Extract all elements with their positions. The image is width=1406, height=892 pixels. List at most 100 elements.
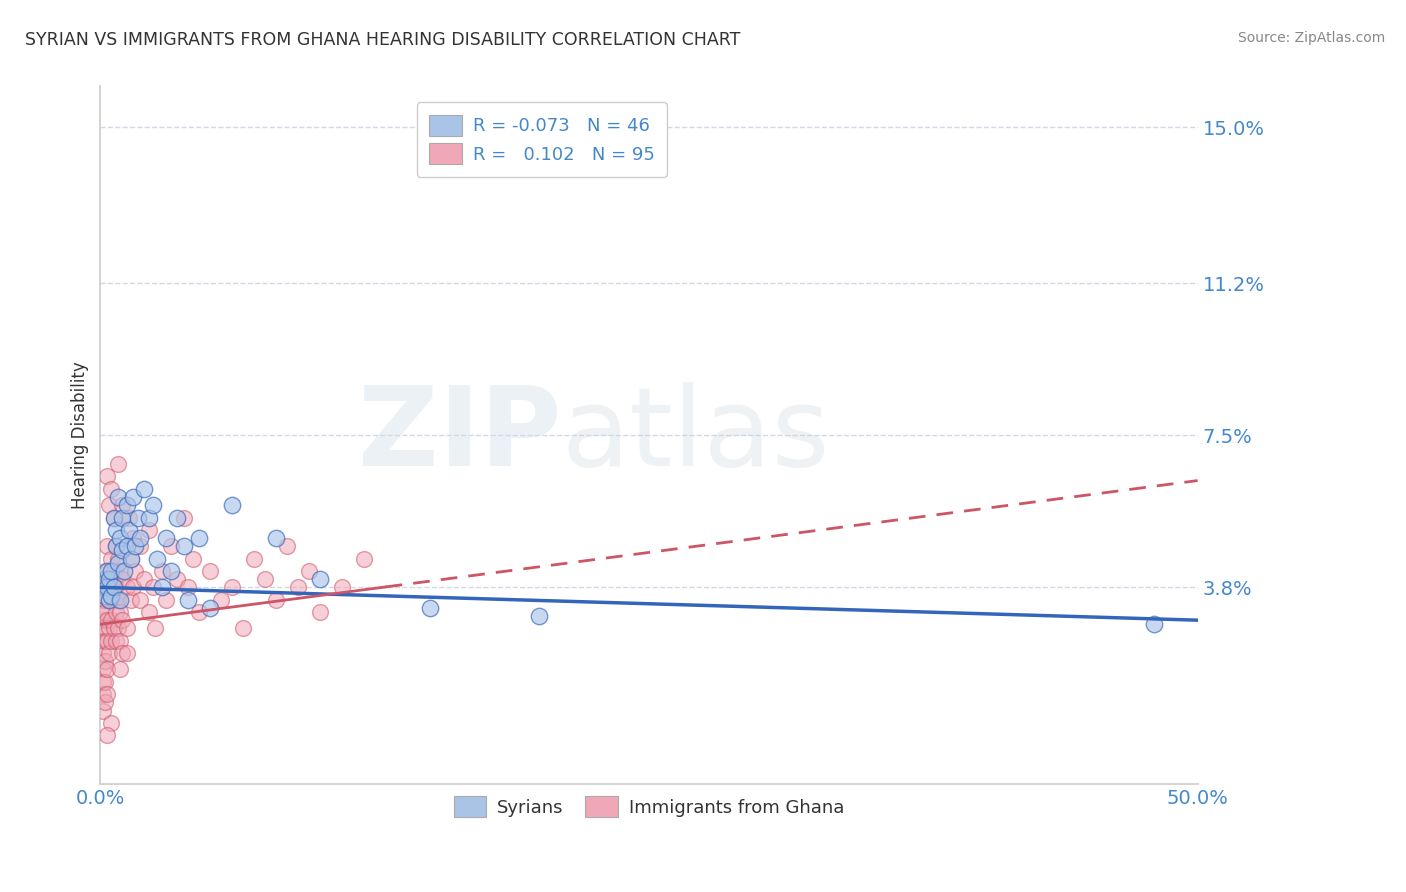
Point [100,551,122,566]
Point [209,592,232,607]
Point [107,490,129,504]
Point [298,564,321,578]
Point [198,564,221,578]
Point [181,551,204,566]
Point [287,580,309,594]
Point [100,589,122,603]
Point [115,539,138,553]
Point [93,695,115,709]
Point [96,633,118,648]
Point [138,605,160,619]
Point [128,592,150,607]
Point [103,580,125,594]
Point [308,605,330,619]
Point [221,498,243,512]
Point [118,510,141,524]
Point [100,580,122,594]
Point [134,572,156,586]
Point [221,580,243,594]
Point [264,592,287,607]
Point [104,539,127,553]
Point [98,646,121,660]
Point [115,498,138,512]
Point [159,539,181,553]
Point [100,633,122,648]
Point [418,600,440,615]
Point [155,531,177,545]
Point [118,523,141,537]
Point [122,580,145,594]
Point [103,510,125,524]
Point [93,654,115,668]
Point [166,572,188,586]
Point [111,498,134,512]
Point [232,621,254,635]
Point [111,572,134,586]
Point [114,564,136,578]
Text: atlas: atlas [561,382,830,489]
Point [98,621,121,635]
Point [103,564,125,578]
Point [91,605,114,619]
Point [96,613,118,627]
Point [253,572,276,586]
Point [330,580,353,594]
Point [93,605,115,619]
Point [93,589,115,603]
Point [93,633,115,648]
Point [166,510,188,524]
Point [107,592,129,607]
Point [353,551,375,566]
Point [173,510,195,524]
Point [107,551,129,566]
Point [188,531,211,545]
Point [98,572,121,586]
Point [91,580,114,594]
Point [108,564,131,578]
Point [104,539,127,553]
Point [122,531,145,545]
Point [173,539,195,553]
Point [96,663,118,677]
Point [100,482,122,496]
Point [138,523,160,537]
Point [150,580,173,594]
Point [108,605,131,619]
Point [91,687,114,701]
Point [93,592,115,607]
Point [127,510,149,524]
Point [98,498,121,512]
Point [103,510,125,524]
Point [98,592,121,607]
Point [177,592,200,607]
Point [142,580,165,594]
Legend: Syrians, Immigrants from Ghana: Syrians, Immigrants from Ghana [447,789,851,824]
Point [104,605,127,619]
Point [177,580,200,594]
Point [96,539,118,553]
Point [104,580,127,594]
Point [150,564,173,578]
Point [264,531,287,545]
Point [108,663,131,677]
Point [124,564,146,578]
Point [103,592,125,607]
Point [108,633,131,648]
Point [91,663,114,677]
Point [115,621,138,635]
Point [96,580,118,594]
Point [115,646,138,660]
Point [91,646,114,660]
Point [108,592,131,607]
Point [91,621,114,635]
Point [134,482,156,496]
Point [143,621,166,635]
Point [1143,617,1166,632]
Point [276,539,298,553]
Point [98,592,121,607]
Point [107,621,129,635]
Point [120,551,142,566]
Point [96,728,118,742]
Point [98,572,121,586]
Point [100,715,122,730]
